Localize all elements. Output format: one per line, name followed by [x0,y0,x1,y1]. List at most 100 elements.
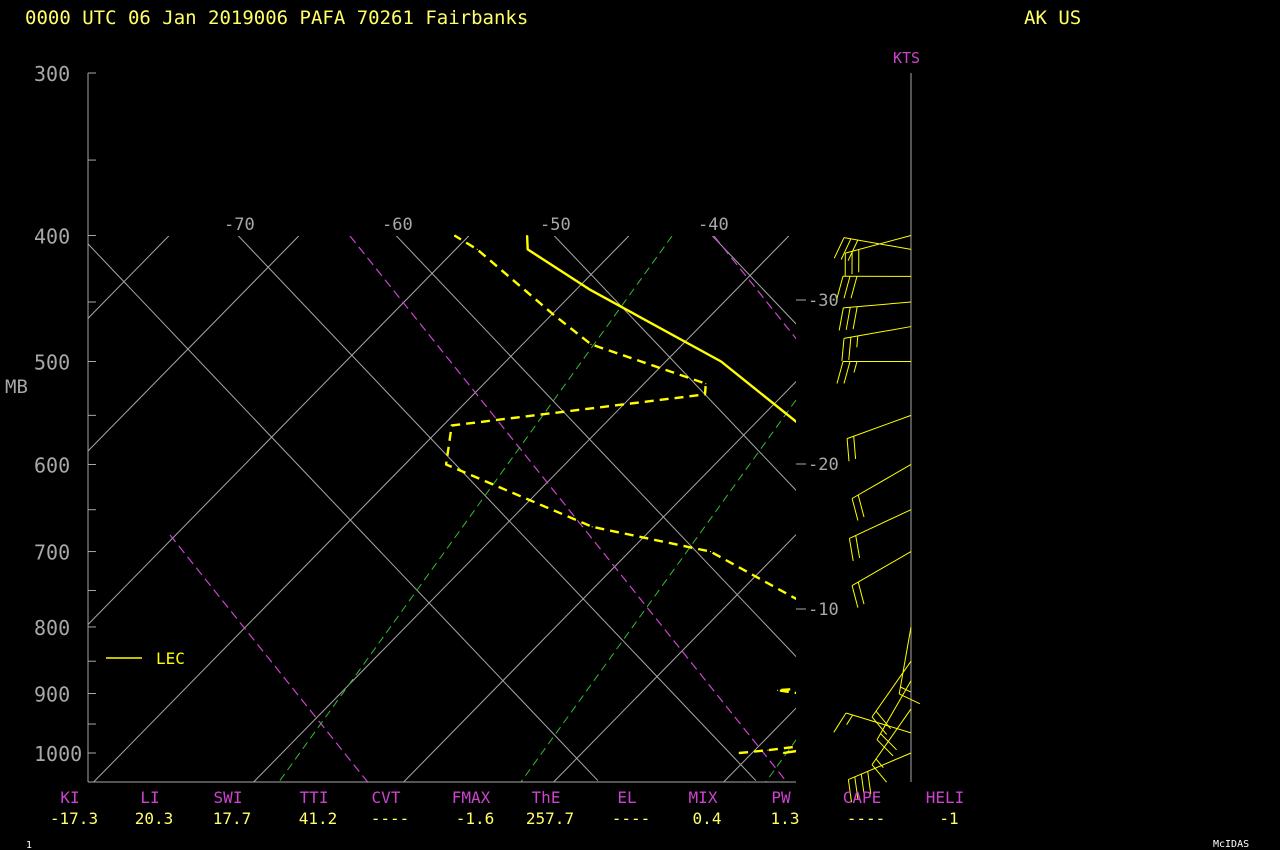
wind-barb-staff [846,414,912,440]
wind-barb-staff [845,234,912,254]
wind-barb [871,708,912,783]
pressure-tick-label: 900 [34,682,70,706]
header-left: 0000 UTC 06 Jan 2019006 PAFA 70261 Fairb… [25,7,528,29]
wind-barb [898,626,921,705]
wind-barb-flag [833,712,847,733]
wind-barb-flag [845,307,851,330]
wind-barb-flag [851,498,859,521]
temperature-point [527,248,529,250]
index-fmax: FMAX -1.6 [452,788,495,828]
wind-barb-flag [898,693,921,705]
pressure-axis-label: MB [5,376,28,398]
pressure-tick-label: 800 [34,616,70,640]
dry-adiabat-line [93,236,630,782]
wind-barb-staff [848,752,912,781]
wind-barb-flag [860,774,865,797]
wind-barb [841,326,912,362]
wind-barb [848,509,912,561]
temperature-point [588,288,590,290]
index-swi: SWI 17.7 [213,788,252,828]
dry-adiabat-line [403,380,796,782]
index-cape: CAPE ---- [843,788,886,828]
wind-barb-staff [871,660,912,718]
dewpoint-point [738,752,740,754]
index-ki: KI -17.3 [50,788,98,828]
wind-barb-staff [843,301,912,309]
wind-barb [836,361,912,384]
wind-barb-flag [851,585,859,608]
index-value: -1 [939,809,958,828]
dewpoint-point [777,689,779,691]
dewpoint-point [476,248,478,250]
index-label: TTI [300,788,329,807]
temperature-point [526,234,528,237]
temperature-point [1055,718,1056,719]
index-value: 0.4 [693,809,722,828]
dewpoint-point [843,699,844,700]
wind-axis-label: KTS [893,49,920,67]
footer-right: McIDAS [1213,839,1249,850]
index-label: CAPE [843,788,882,807]
wind-barb-flag [841,338,845,362]
temperature-point [822,747,823,748]
wind-barb-flag [847,239,859,261]
isotherm-line [870,235,1280,780]
wind-barb [833,237,912,261]
wind-barb-staff [851,464,912,499]
wind-barb-flag [836,276,844,299]
side-label: -10 [808,600,839,620]
index-heli: HELI -1 [926,788,965,828]
wind-barb-flag [855,535,861,558]
dry-adiabat-line [723,707,796,782]
index-label: SWI [214,788,243,807]
pressure-tick-label: 400 [34,224,70,248]
stability-indices: KI -17.3 LI 20.3 SWI 17.7 TTI 41.2 CVT ---- FMAX -1… [50,788,964,828]
isotherm-line [553,236,796,491]
index-value: -1.6 [456,809,495,828]
wind-barb-flag [833,237,845,259]
wind-barb [836,275,912,299]
side-label: -30 [808,291,839,311]
temperature-labels: -70 -60 -50 -40 -30 -20 -10 [224,215,839,620]
wind-barb-flag [875,710,891,730]
isotherm-line [237,236,757,781]
dewpoint-point [837,741,838,742]
isotherm-label: -60 [382,215,413,235]
temperature-point [1093,612,1094,613]
wind-barb [871,660,912,735]
temperature-point [894,735,895,736]
mixing-ratio-line [278,236,673,782]
index-label: CVT [372,788,401,807]
series-dewpoint [444,234,987,755]
side-label: -20 [808,455,839,475]
dewpoint-point [986,711,987,712]
dewpoint-point [704,393,706,395]
temperature-point [1128,690,1129,691]
index-tti: TTI 41.2 [299,788,338,828]
wind-barb [833,712,912,734]
wind-barb [847,752,912,803]
index-value: ---- [371,809,410,828]
index-el: EL ---- [612,788,651,828]
wind-barb-staff [898,626,912,694]
wind-profile [833,73,921,803]
wind-barb-half [856,335,859,348]
index-value: 41.2 [299,809,338,828]
legend-label: LEC [156,649,185,668]
wind-barb-half [846,714,854,725]
dewpoint-point [705,383,707,385]
pressure-tick-label: 600 [34,453,70,477]
isotherm-label: -40 [698,215,729,235]
pressure-tick-label: 1000 [34,742,82,766]
wind-barb-half [900,686,911,693]
wind-barb-flag [857,494,865,518]
index-value: ---- [847,809,886,828]
index-label: PW [771,788,791,807]
moist-adiabat-line [349,236,788,782]
index-the: ThE 257.7 [526,788,574,828]
isotherm-line [711,236,796,325]
temperature-point [800,425,801,426]
moist-adiabat-line [169,534,369,782]
header-right: AK US [1024,7,1081,29]
